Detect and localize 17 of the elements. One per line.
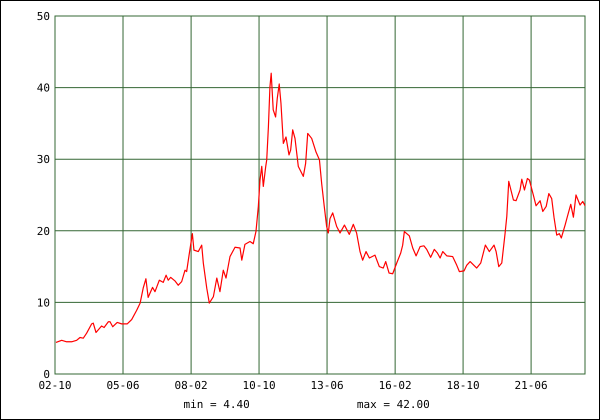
y-tick-label: 30 — [36, 153, 50, 166]
y-tick-label: 10 — [36, 296, 50, 310]
x-tick-label: 10-10 — [242, 379, 276, 392]
x-tick-label: 08-02 — [174, 379, 208, 392]
x-tick-label: 13-06 — [310, 379, 344, 392]
y-tick-label: 0 — [43, 368, 50, 381]
x-tick-label: 02-10 — [38, 379, 72, 392]
x-tick-label: 05-06 — [106, 379, 140, 392]
y-tick-label: 20 — [36, 224, 50, 238]
y-tick-label: 40 — [36, 82, 50, 95]
text: max = 42.00 — [356, 398, 430, 411]
x-tick-label: 18-10 — [446, 379, 480, 392]
x-tick-label: 16-02 — [378, 379, 412, 392]
text: min = 4.40 — [184, 398, 250, 411]
x-tick-label: 21-06 — [514, 379, 548, 392]
line-series — [55, 72, 586, 344]
y-tick-label: 50 — [36, 10, 50, 23]
